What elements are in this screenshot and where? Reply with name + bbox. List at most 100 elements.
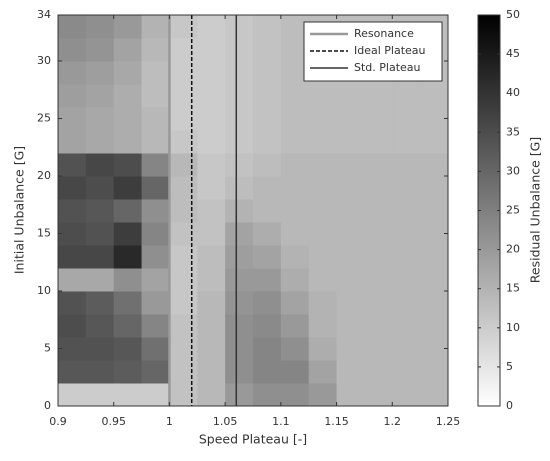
x-tick-label: 1.2 xyxy=(384,415,402,428)
heat-cell xyxy=(364,107,393,131)
heat-cell xyxy=(58,245,87,269)
legend-label: Std. Plateau xyxy=(354,61,421,74)
heat-cell xyxy=(58,360,87,384)
heat-cell xyxy=(113,153,143,177)
heat-cell xyxy=(141,268,170,292)
heat-cell xyxy=(308,337,338,361)
heat-cell xyxy=(392,130,421,154)
heat-cell xyxy=(364,222,393,246)
heat-cell xyxy=(58,130,87,154)
heat-cell xyxy=(58,61,87,85)
heat-cell xyxy=(113,15,143,39)
heat-cell xyxy=(58,337,87,361)
heat-cell xyxy=(225,268,254,292)
heat-cell xyxy=(364,245,393,269)
heat-cell xyxy=(141,84,170,108)
heat-cell xyxy=(85,222,115,246)
heat-cell xyxy=(169,107,198,131)
heat-cell xyxy=(336,222,365,246)
legend-label: Resonance xyxy=(354,27,414,40)
heat-cell xyxy=(336,337,365,361)
heat-cell xyxy=(392,314,421,338)
heat-cell xyxy=(225,130,254,154)
heat-cell xyxy=(364,153,393,177)
y-tick-label: 25 xyxy=(37,112,51,125)
heat-cell xyxy=(197,291,226,315)
heat-cell xyxy=(169,314,198,338)
heat-cell xyxy=(197,245,226,269)
heat-cell xyxy=(141,222,170,246)
heat-cell xyxy=(392,176,421,200)
x-tick-label: 1.15 xyxy=(324,415,349,428)
heat-cell xyxy=(141,245,170,269)
heat-cell xyxy=(420,245,449,269)
colorbar-tick-label: 50 xyxy=(506,8,520,21)
heat-cell xyxy=(364,176,393,200)
heat-cell xyxy=(197,130,226,154)
heat-cell xyxy=(225,337,254,361)
colorbar-tick-label: 5 xyxy=(506,360,513,373)
heat-cell xyxy=(113,38,143,62)
heat-cell xyxy=(253,107,282,131)
heat-cell xyxy=(197,383,226,407)
heat-cell xyxy=(280,222,310,246)
heat-cell xyxy=(392,153,421,177)
heat-cell xyxy=(280,153,310,177)
heat-cell xyxy=(308,84,338,108)
heat-cell xyxy=(420,314,449,338)
heat-cell xyxy=(336,291,365,315)
colorbar-tick-label: 25 xyxy=(506,204,520,217)
heat-cell xyxy=(141,107,170,131)
heat-cell xyxy=(280,314,310,338)
heat-cell xyxy=(392,291,421,315)
heat-cell xyxy=(113,176,143,200)
heat-cell xyxy=(113,314,143,338)
heat-cell xyxy=(280,15,310,39)
heat-cell xyxy=(169,61,198,85)
heat-cell xyxy=(141,15,170,39)
heat-cell xyxy=(253,314,282,338)
heat-cell xyxy=(225,314,254,338)
heat-cell xyxy=(336,130,365,154)
heat-cell xyxy=(253,130,282,154)
heat-cell xyxy=(58,15,87,39)
colorbar-tick-label: 30 xyxy=(506,164,520,177)
heat-cell xyxy=(225,38,254,62)
heat-cell xyxy=(58,383,87,407)
heat-cell xyxy=(113,268,143,292)
heat-cell xyxy=(225,176,254,200)
heat-cell xyxy=(364,130,393,154)
heat-cell xyxy=(197,61,226,85)
heat-cell xyxy=(364,360,393,384)
heat-cell xyxy=(253,291,282,315)
heat-cell xyxy=(420,268,449,292)
heat-cell xyxy=(58,314,87,338)
x-axis-label: Speed Plateau [-] xyxy=(199,432,307,447)
heat-cell xyxy=(169,15,198,39)
heat-cell xyxy=(253,15,282,39)
y-tick-label: 30 xyxy=(37,54,51,67)
heat-cell xyxy=(364,383,393,407)
heat-cell xyxy=(113,337,143,361)
heat-cell xyxy=(85,84,115,108)
heat-cell xyxy=(113,107,143,131)
heat-cell xyxy=(280,360,310,384)
legend-label: Ideal Plateau xyxy=(354,44,426,57)
x-tick-label: 0.95 xyxy=(101,415,126,428)
heat-cell xyxy=(253,61,282,85)
heat-cell xyxy=(141,153,170,177)
heat-cell xyxy=(280,383,310,407)
heat-cell xyxy=(141,314,170,338)
heat-cell xyxy=(225,153,254,177)
heat-cell xyxy=(85,314,115,338)
heat-cell xyxy=(280,107,310,131)
heat-cell xyxy=(336,314,365,338)
y-tick-label: 0 xyxy=(44,399,51,412)
heat-cell xyxy=(225,245,254,269)
heat-cell xyxy=(85,15,115,39)
heat-cell xyxy=(85,61,115,85)
heat-cell xyxy=(420,153,449,177)
heat-cell xyxy=(113,130,143,154)
heat-cell xyxy=(225,360,254,384)
